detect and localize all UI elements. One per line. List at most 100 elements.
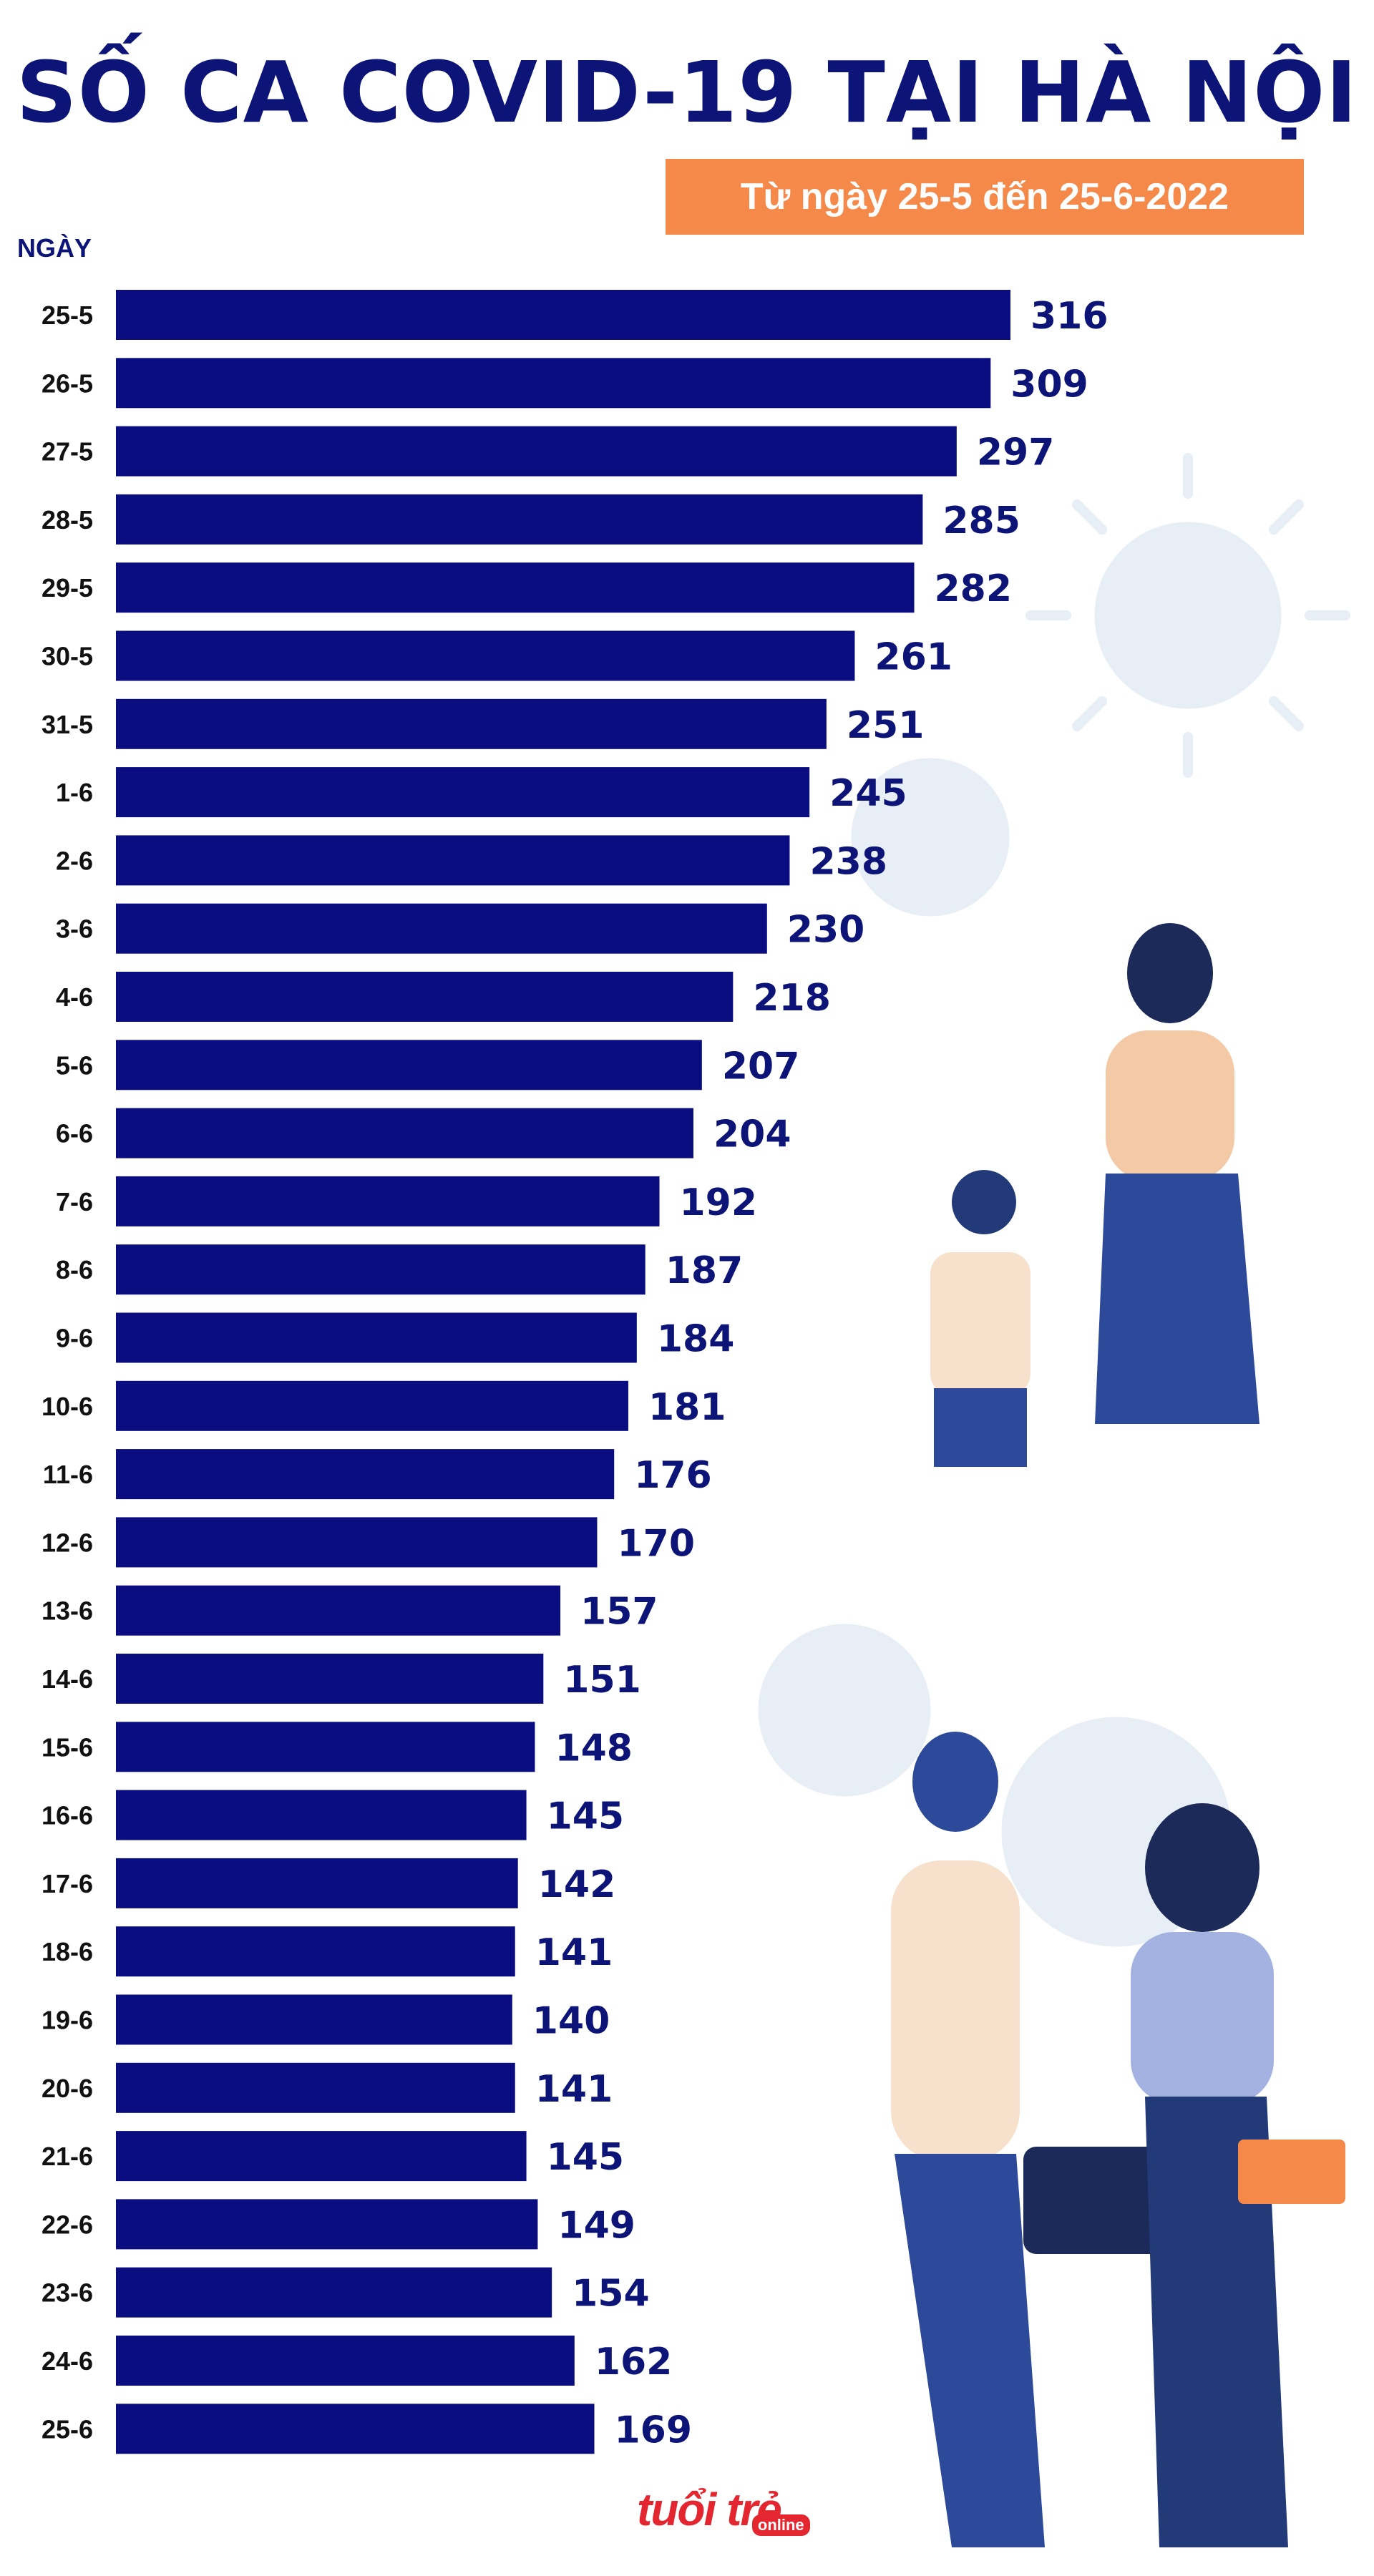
category-label: 25-5 — [42, 301, 93, 330]
category-label: 25-6 — [42, 2414, 93, 2444]
category-label: 23-6 — [42, 2278, 93, 2308]
value-label: 142 — [538, 1863, 616, 1906]
value-label: 154 — [572, 2273, 650, 2316]
category-label: 15-6 — [42, 1732, 93, 1762]
value-label: 169 — [615, 2409, 693, 2451]
category-label: 3-6 — [56, 914, 93, 944]
subtitle-banner: Từ ngày 25-5 đến 25-6-2022 — [666, 159, 1304, 235]
bar — [116, 2336, 575, 2386]
bar — [116, 2404, 595, 2454]
value-label: 141 — [535, 1931, 613, 1974]
category-label: 10-6 — [42, 1392, 93, 1421]
bar — [116, 2199, 538, 2250]
bar — [116, 1312, 637, 1363]
category-label: 18-6 — [42, 1937, 93, 1966]
bar — [116, 426, 957, 477]
chart-title: SỐ CA COVID-19 TẠI HÀ NỘI — [16, 43, 1358, 142]
category-label: 16-6 — [42, 1801, 93, 1830]
bar — [116, 1926, 515, 1977]
category-label: 24-6 — [42, 2346, 93, 2376]
bar — [116, 835, 790, 886]
bar — [116, 1449, 615, 1500]
value-label: 192 — [679, 1181, 757, 1224]
value-label: 141 — [535, 2068, 613, 2111]
bar — [116, 1858, 518, 1908]
y-axis-label: NGÀY — [17, 233, 92, 263]
value-label: 157 — [580, 1591, 658, 1634]
value-label: 230 — [787, 909, 865, 952]
category-label: 26-5 — [42, 369, 93, 398]
bar — [116, 562, 915, 613]
bar — [116, 2131, 527, 2182]
couple-illustration — [891, 1732, 1345, 2547]
category-label: 1-6 — [56, 778, 93, 807]
bar — [116, 630, 855, 681]
bar — [116, 1722, 535, 1772]
value-label: 207 — [722, 1045, 800, 1088]
bar — [116, 1176, 660, 1226]
value-label: 285 — [942, 499, 1020, 542]
value-label: 261 — [874, 636, 952, 679]
category-label: 12-6 — [42, 1528, 93, 1557]
bar — [116, 1517, 598, 1568]
value-label: 140 — [532, 2000, 610, 2043]
category-label: 17-6 — [42, 1869, 93, 1898]
category-label: 29-5 — [42, 573, 93, 602]
bar — [116, 1108, 693, 1158]
category-label: 19-6 — [42, 2006, 93, 2035]
category-label: 9-6 — [56, 1324, 93, 1353]
category-label: 14-6 — [42, 1664, 93, 1694]
bar — [116, 494, 923, 545]
value-label: 184 — [657, 1318, 735, 1361]
bar — [116, 2267, 552, 2318]
chart-subtitle: Từ ngày 25-5 đến 25-6-2022 — [740, 176, 1229, 218]
value-label: 316 — [1030, 295, 1109, 338]
value-label: 145 — [547, 1795, 625, 1838]
category-label: 2-6 — [56, 846, 93, 875]
bar — [116, 767, 810, 818]
value-label: 187 — [666, 1249, 744, 1292]
value-label: 251 — [847, 704, 925, 747]
bar — [116, 1790, 527, 1840]
category-label: 5-6 — [56, 1050, 93, 1080]
category-label: 22-6 — [42, 2210, 93, 2239]
value-label: 176 — [634, 1454, 712, 1497]
bar — [116, 1654, 544, 1704]
bar — [116, 972, 734, 1022]
value-label: 245 — [829, 772, 907, 815]
category-label: 30-5 — [42, 642, 93, 671]
bar — [116, 698, 827, 749]
bar — [116, 1040, 702, 1091]
category-label: 20-6 — [42, 2074, 93, 2103]
category-label: 4-6 — [56, 982, 93, 1012]
value-label: 204 — [713, 1113, 791, 1156]
bar — [116, 358, 991, 409]
bar — [116, 290, 1010, 340]
value-label: 309 — [1010, 363, 1088, 406]
mother-child-illustration — [930, 923, 1260, 1467]
value-label: 297 — [977, 431, 1055, 474]
value-label: 162 — [595, 2341, 673, 2384]
bar — [116, 1380, 628, 1431]
category-label: 13-6 — [42, 1596, 93, 1626]
value-label: 218 — [753, 977, 831, 1020]
category-label: 11-6 — [43, 1460, 93, 1489]
value-label: 238 — [809, 840, 887, 883]
category-label: 6-6 — [56, 1119, 93, 1148]
category-label: 8-6 — [56, 1255, 93, 1284]
tuoi-tre-logo: tuổi trẻonline — [637, 2483, 810, 2536]
logo-subtext: online — [751, 2514, 810, 2536]
category-label: 31-5 — [42, 710, 93, 739]
bar — [116, 1244, 645, 1295]
value-label: 282 — [935, 567, 1013, 610]
value-label: 181 — [648, 1386, 726, 1429]
value-label: 170 — [617, 1522, 695, 1565]
category-label: 27-5 — [42, 437, 93, 467]
value-label: 151 — [563, 1659, 641, 1702]
value-label: 149 — [557, 2204, 635, 2247]
category-label: 28-5 — [42, 505, 93, 535]
category-label: 21-6 — [42, 2142, 93, 2171]
category-label: 7-6 — [56, 1187, 93, 1216]
